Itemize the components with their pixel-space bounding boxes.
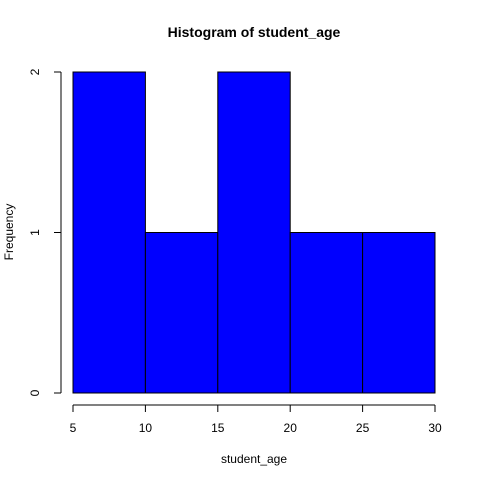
x-tick-label-30: 30	[428, 421, 442, 435]
x-tick-label-5: 5	[70, 421, 77, 435]
x-axis: 5 10 15 20 25 30	[70, 404, 442, 435]
x-tick-label-20: 20	[284, 421, 298, 435]
x-tick-label-10: 10	[139, 421, 153, 435]
chart-title: Histogram of student_age	[168, 24, 341, 40]
histogram-bar-20-25	[289, 232, 364, 394]
histogram-bar-5-10	[72, 71, 146, 394]
histogram-bar-15-20	[217, 71, 291, 394]
histogram-bar-10-15	[144, 232, 219, 394]
x-tick-label-25: 25	[356, 421, 370, 435]
y-tick-label-0: 0	[28, 389, 42, 396]
y-tick-label-1: 1	[28, 229, 42, 236]
y-axis-label: Frequency	[2, 204, 16, 261]
y-axis: 0 1 2	[28, 68, 62, 396]
y-tick-label-2: 2	[28, 68, 42, 75]
histogram-bar-25-30	[362, 232, 436, 394]
x-tick-label-15: 15	[211, 421, 225, 435]
bars-group	[72, 71, 436, 394]
x-axis-label: student_age	[221, 452, 287, 466]
